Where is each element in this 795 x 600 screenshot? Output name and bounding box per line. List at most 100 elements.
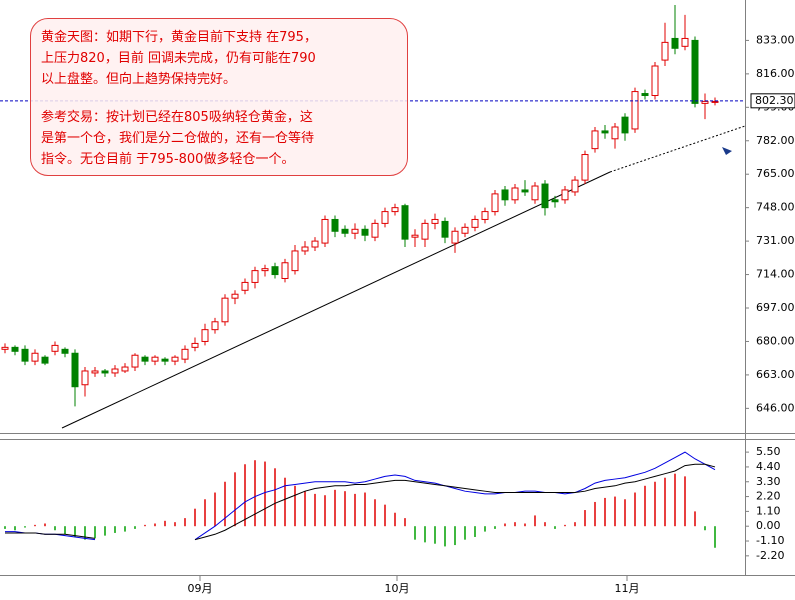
candle-body (481, 211, 489, 220)
candle-body (421, 222, 429, 240)
candle-body (661, 41, 669, 61)
candle-body (61, 348, 69, 354)
candle-body (271, 266, 279, 276)
candle-body (151, 356, 159, 362)
candle-body (701, 100, 709, 104)
candle-body (21, 348, 29, 362)
candle-body (71, 352, 79, 388)
candle-body (341, 228, 349, 234)
y-tick-label: -1.10 (756, 534, 784, 547)
last-price-label: 802.30 (755, 94, 794, 107)
candle-body (581, 154, 589, 181)
annotation-line: 指令。无仓目前 于795-800做多轻仓一个。 (41, 152, 295, 167)
trend-line (61, 171, 611, 429)
candle-body (511, 187, 519, 201)
candle-body (1, 346, 9, 350)
y-tick-label: 5.50 (756, 445, 781, 458)
candle-body (411, 234, 419, 238)
candle-body (81, 370, 89, 386)
y-tick-label: 2.20 (756, 490, 781, 503)
y-tick-label: 646.00 (756, 401, 795, 414)
candle-body (231, 293, 239, 299)
annotation-line: 是第一个仓，我们是分二仓做的，还有一仓等待 (41, 131, 315, 146)
y-tick-label: -2.20 (756, 549, 784, 562)
candle-body (391, 207, 399, 213)
candle-body (171, 356, 179, 362)
candle-body (191, 342, 199, 348)
candle-body (521, 189, 529, 193)
annotation-line: 上压力820，目前 回调未完成，仍有可能在790 (41, 51, 316, 66)
candle-body (351, 228, 359, 234)
candle-body (451, 230, 459, 244)
candle-body (371, 222, 379, 238)
y-tick-label: 1.10 (756, 504, 781, 517)
candle-body (641, 93, 649, 97)
y-tick-label: 714.00 (756, 268, 795, 281)
cursor-marker (722, 147, 732, 155)
candle-body (631, 91, 639, 130)
candle-body (331, 218, 339, 232)
y-tick-label: 4.40 (756, 460, 781, 473)
y-tick-label: 782.00 (756, 134, 795, 147)
candle-body (111, 368, 119, 374)
candle-body (471, 218, 479, 228)
candle-body (671, 37, 679, 49)
candle-body (561, 189, 569, 201)
candle-body (201, 329, 209, 342)
candle-body (41, 356, 49, 364)
candle-body (31, 352, 39, 362)
x-tick-label: 09月 (188, 582, 213, 595)
y-tick-label: 0.00 (756, 519, 781, 532)
annotation-line: 以上盘整。但向上趋势保持完好。 (41, 72, 237, 87)
y-tick-label: 816.00 (756, 67, 795, 80)
y-tick-label: 663.00 (756, 368, 795, 381)
candle-body (321, 218, 329, 244)
candle-body (651, 65, 659, 97)
y-tick-label: 748.00 (756, 201, 795, 214)
candle-body (11, 346, 19, 352)
candle-body (141, 356, 149, 362)
y-tick-label: 833.00 (756, 33, 795, 46)
candle-body (361, 228, 369, 236)
candle-body (601, 130, 609, 134)
candle-body (461, 226, 469, 234)
y-tick-label: 3.30 (756, 475, 781, 488)
candle-body (431, 218, 439, 224)
candle-body (551, 199, 559, 203)
candle-body (311, 240, 319, 248)
candle-body (681, 37, 689, 47)
candle-body (621, 116, 629, 134)
candle-body (381, 211, 389, 224)
candle-body (241, 281, 249, 291)
candle-body (221, 297, 229, 323)
candle-body (161, 358, 169, 362)
candle-body (121, 366, 129, 372)
last-price-box (750, 93, 795, 109)
candle-body (541, 183, 549, 209)
candle-body (441, 220, 449, 238)
candle-body (91, 370, 99, 374)
annotation-line: 参考交易：按计划已经在805吸纳轻仓黄金，这 (41, 110, 313, 125)
candle-body (251, 270, 259, 283)
y-tick-label: 731.00 (756, 234, 795, 247)
candle-body (181, 348, 189, 360)
candle-body (51, 344, 59, 352)
x-tick-label: 11月 (615, 582, 640, 595)
annotation-box: 黄金天图：如期下行，黄金目前下支持 在795， 上压力820，目前 回调未完成，仍… (30, 18, 408, 176)
candle-body (611, 126, 619, 140)
y-tick-label: 697.00 (756, 301, 795, 314)
candle-body (711, 100, 719, 103)
candle-body (211, 321, 219, 331)
candle-body (301, 246, 309, 252)
candle-body (131, 354, 139, 368)
candle-body (531, 185, 539, 201)
y-tick-label: 765.00 (756, 167, 795, 180)
candle-body (591, 130, 599, 150)
candle-body (501, 189, 509, 201)
candle-body (281, 262, 289, 279)
macd-line (5, 463, 716, 541)
y-tick-label: 680.00 (756, 334, 795, 347)
candle-body (691, 39, 699, 104)
x-tick-label: 10月 (385, 582, 410, 595)
